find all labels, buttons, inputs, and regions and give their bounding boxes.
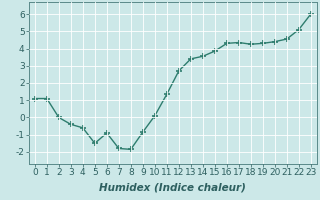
X-axis label: Humidex (Indice chaleur): Humidex (Indice chaleur): [100, 183, 246, 193]
